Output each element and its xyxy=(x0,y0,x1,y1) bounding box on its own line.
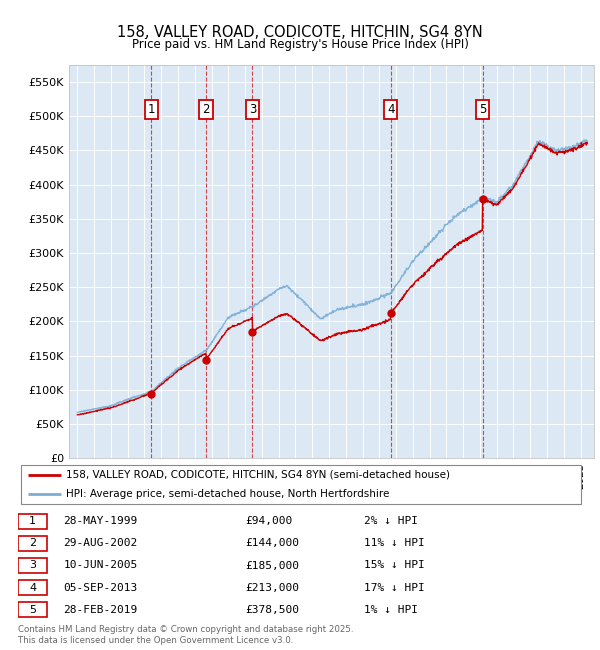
Text: 05-SEP-2013: 05-SEP-2013 xyxy=(64,582,137,593)
Text: 17% ↓ HPI: 17% ↓ HPI xyxy=(364,582,425,593)
Text: 4: 4 xyxy=(387,103,394,116)
FancyBboxPatch shape xyxy=(18,514,47,529)
Text: 5: 5 xyxy=(479,103,487,116)
Text: 5: 5 xyxy=(29,604,36,615)
Text: £378,500: £378,500 xyxy=(245,604,299,615)
Text: 2: 2 xyxy=(29,538,37,549)
Text: Contains HM Land Registry data © Crown copyright and database right 2025.
This d: Contains HM Land Registry data © Crown c… xyxy=(18,625,353,645)
FancyBboxPatch shape xyxy=(18,602,47,617)
Text: 1: 1 xyxy=(148,103,155,116)
Text: £94,000: £94,000 xyxy=(245,516,292,526)
Text: 28-MAY-1999: 28-MAY-1999 xyxy=(64,516,137,526)
Text: HPI: Average price, semi-detached house, North Hertfordshire: HPI: Average price, semi-detached house,… xyxy=(66,489,389,499)
FancyBboxPatch shape xyxy=(18,536,47,551)
FancyBboxPatch shape xyxy=(18,580,47,595)
FancyBboxPatch shape xyxy=(21,465,581,504)
Text: 158, VALLEY ROAD, CODICOTE, HITCHIN, SG4 8YN (semi-detached house): 158, VALLEY ROAD, CODICOTE, HITCHIN, SG4… xyxy=(66,470,450,480)
Text: 2: 2 xyxy=(202,103,209,116)
Text: 3: 3 xyxy=(249,103,256,116)
Text: £213,000: £213,000 xyxy=(245,582,299,593)
Text: £185,000: £185,000 xyxy=(245,560,299,571)
Text: 11% ↓ HPI: 11% ↓ HPI xyxy=(364,538,425,549)
Text: £144,000: £144,000 xyxy=(245,538,299,549)
Text: 3: 3 xyxy=(29,560,36,571)
Text: 15% ↓ HPI: 15% ↓ HPI xyxy=(364,560,425,571)
Text: 1: 1 xyxy=(29,516,36,526)
Text: 4: 4 xyxy=(29,582,37,593)
Text: 10-JUN-2005: 10-JUN-2005 xyxy=(64,560,137,571)
Text: Price paid vs. HM Land Registry's House Price Index (HPI): Price paid vs. HM Land Registry's House … xyxy=(131,38,469,51)
Text: 158, VALLEY ROAD, CODICOTE, HITCHIN, SG4 8YN: 158, VALLEY ROAD, CODICOTE, HITCHIN, SG4… xyxy=(117,25,483,40)
Text: 28-FEB-2019: 28-FEB-2019 xyxy=(64,604,137,615)
Text: 2% ↓ HPI: 2% ↓ HPI xyxy=(364,516,418,526)
Text: 1% ↓ HPI: 1% ↓ HPI xyxy=(364,604,418,615)
Text: 29-AUG-2002: 29-AUG-2002 xyxy=(64,538,137,549)
FancyBboxPatch shape xyxy=(18,558,47,573)
